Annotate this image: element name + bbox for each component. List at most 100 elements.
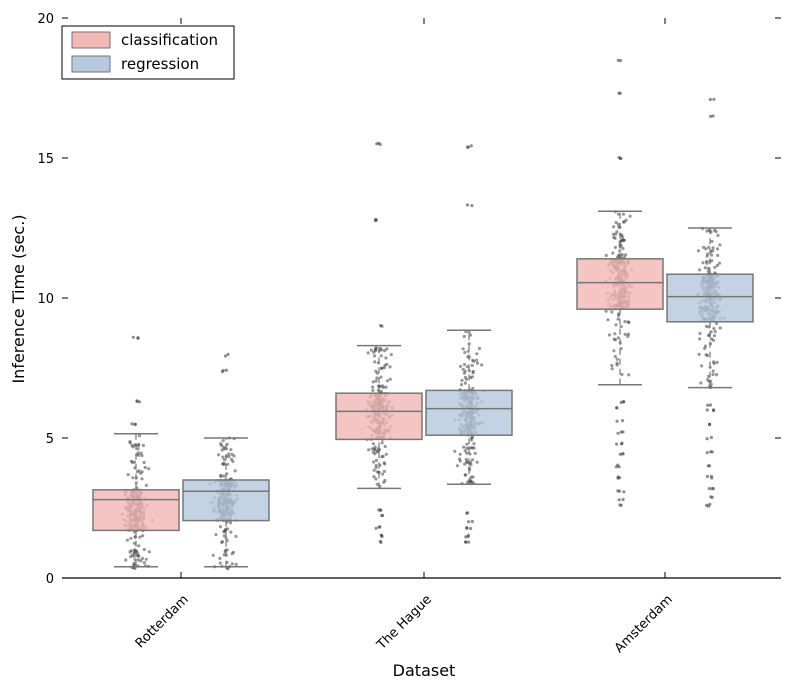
- data-point: [379, 389, 383, 393]
- data-point: [369, 348, 373, 352]
- data-point: [622, 238, 626, 242]
- data-point: [130, 460, 134, 464]
- data-point: [222, 529, 226, 533]
- outlier-point: [708, 97, 712, 102]
- ticks-layer: 0 5 10 15 20 Rotterdam The Hague Amsterdam: [37, 12, 781, 656]
- data-point: [475, 460, 479, 464]
- data-point: [380, 472, 385, 476]
- outlier-point: [466, 533, 470, 537]
- data-point: [230, 562, 234, 566]
- data-point: [388, 365, 392, 369]
- data-point: [217, 453, 221, 457]
- data-point: [138, 535, 142, 539]
- data-point: [618, 249, 622, 253]
- outlier-point: [710, 476, 714, 480]
- data-point: [460, 378, 464, 382]
- data-point: [716, 253, 720, 257]
- y-tick-label: 5: [46, 432, 54, 447]
- outlier-point: [615, 419, 619, 423]
- outlier-point: [465, 526, 469, 530]
- data-point: [626, 334, 630, 338]
- outlier-point: [378, 142, 382, 147]
- outlier-point: [224, 368, 228, 372]
- data-point: [704, 324, 709, 328]
- outlier-point: [708, 403, 713, 407]
- box-classification-amsterdam: [576, 258, 664, 310]
- data-point: [618, 240, 622, 244]
- data-point: [142, 547, 146, 552]
- y-tick-label: 10: [37, 292, 54, 307]
- outlier-point: [615, 442, 619, 446]
- data-point: [136, 558, 140, 562]
- data-point: [219, 473, 223, 477]
- outlier-point: [618, 476, 622, 480]
- outlier-point: [705, 451, 709, 455]
- box-regression-rotterdam: [182, 479, 270, 522]
- data-point: [367, 448, 371, 452]
- data-point: [613, 245, 618, 249]
- data-point: [382, 469, 386, 473]
- outlier-point: [710, 487, 714, 491]
- outlier-point: [375, 142, 379, 146]
- data-point: [136, 447, 140, 451]
- outlier-point: [467, 540, 471, 544]
- legend-swatch-classification: [71, 31, 111, 49]
- data-point: [373, 354, 377, 358]
- data-point: [374, 369, 378, 373]
- data-point: [218, 525, 223, 529]
- data-point: [372, 460, 376, 464]
- data-point: [220, 540, 224, 544]
- data-point: [139, 451, 143, 455]
- outlier-point: [621, 419, 625, 423]
- outlier-point: [622, 490, 626, 494]
- outlier-point: [465, 511, 469, 515]
- data-point: [610, 310, 614, 314]
- data-point: [706, 252, 710, 256]
- data-point: [470, 458, 475, 462]
- data-point: [461, 367, 465, 371]
- outlier-point: [709, 495, 713, 499]
- data-point: [218, 561, 222, 565]
- data-point: [706, 374, 711, 378]
- outlier-point: [616, 489, 620, 493]
- data-point: [211, 553, 215, 557]
- outlier-point: [466, 145, 470, 149]
- outlier-point: [374, 526, 378, 531]
- data-point: [144, 483, 148, 487]
- data-point: [475, 358, 479, 362]
- data-point: [143, 465, 147, 470]
- data-point: [461, 347, 465, 351]
- data-point: [607, 333, 612, 337]
- outlier-point: [464, 535, 468, 539]
- data-point: [714, 321, 719, 325]
- data-point: [379, 375, 383, 379]
- data-point: [383, 462, 387, 466]
- data-point: [389, 353, 393, 357]
- data-point: [220, 448, 224, 452]
- data-point: [707, 245, 711, 249]
- data-point: [370, 447, 374, 451]
- outlier-point: [712, 97, 716, 101]
- data-point: [713, 330, 717, 334]
- data-point: [375, 482, 379, 486]
- data-point: [715, 247, 720, 251]
- data-point: [218, 556, 222, 561]
- outlier-point: [706, 403, 710, 407]
- outlier-point: [709, 435, 714, 440]
- data-point: [371, 388, 375, 392]
- data-point: [453, 449, 457, 453]
- outlier-point: [711, 114, 715, 118]
- data-point: [224, 536, 228, 540]
- data-point: [234, 562, 238, 567]
- data-point: [374, 477, 378, 481]
- data-point: [374, 379, 378, 383]
- data-point: [372, 468, 376, 472]
- data-point: [458, 452, 462, 456]
- data-point: [463, 449, 467, 453]
- data-point: [128, 550, 132, 554]
- outlier-point: [712, 409, 716, 413]
- data-point: [132, 551, 137, 555]
- data-point: [130, 553, 135, 557]
- data-point: [458, 364, 463, 368]
- outlier-point: [615, 406, 619, 410]
